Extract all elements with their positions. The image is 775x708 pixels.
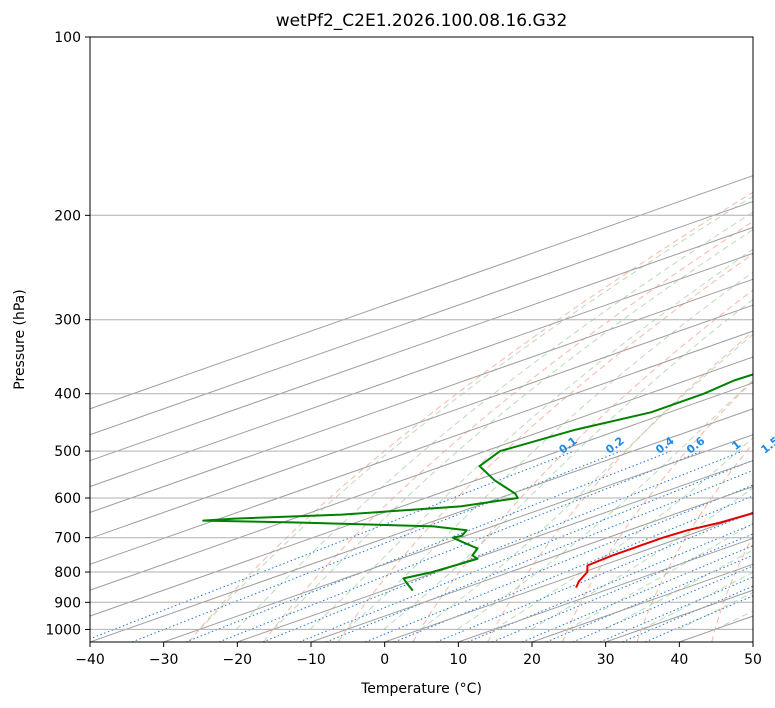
- isotherm-line: [90, 175, 753, 410]
- isotherm-line: [163, 434, 753, 642]
- isotherm-line: [90, 304, 753, 539]
- y-tick-label: 600: [54, 491, 81, 507]
- isotherm-line: [90, 226, 753, 462]
- x-tick-label: 0: [380, 652, 389, 668]
- x-tick-label: 30: [597, 652, 615, 668]
- x-tick-label: −10: [296, 652, 326, 668]
- mixing-ratio-line: [218, 450, 703, 642]
- y-axis-ticks: 100 200 300 400 500 600 700 800 900 1000: [45, 30, 90, 638]
- x-axis-label: Temperature (°C): [360, 681, 482, 697]
- isotherm-line: [310, 486, 753, 642]
- plot-frame: [89, 36, 754, 643]
- x-tick-label: 10: [449, 652, 467, 668]
- y-tick-label: 500: [54, 444, 81, 460]
- x-tick-label: −30: [149, 652, 179, 668]
- isotherm-line: [90, 278, 753, 513]
- isotherm-line: [90, 356, 753, 591]
- mixing-ratio-line: [521, 545, 753, 642]
- x-tick-label: −20: [223, 652, 253, 668]
- moist-adiabat: [199, 195, 753, 630]
- mixing-ratio-line: [90, 450, 575, 640]
- mixing-ratio-line: [185, 450, 672, 642]
- chart-title: wetPf2_C2E1.2026.100.08.16.G32: [276, 11, 568, 31]
- mixing-ratio-label: 1.5: [758, 434, 775, 456]
- isotherm-line: [90, 252, 753, 488]
- dewpoint-profile-line: [202, 373, 753, 592]
- moist-adiabat: [235, 211, 753, 630]
- isotherm-line: [90, 408, 753, 642]
- x-tick-label: 50: [744, 652, 762, 668]
- moist-adiabat: [530, 487, 753, 630]
- dry-adiabat: [636, 442, 753, 642]
- dry-adiabat: [561, 380, 753, 642]
- isotherm-line: [90, 330, 753, 565]
- mixing-ratio-line: [492, 533, 753, 642]
- y-tick-label: 100: [54, 30, 81, 46]
- y-tick-label: 900: [54, 595, 81, 611]
- y-tick-label: 700: [54, 531, 81, 547]
- isotherm-line: [237, 460, 753, 642]
- mixing-ratio-line: [599, 576, 753, 642]
- profile-lines: [202, 373, 753, 592]
- mixing-ratio-line: [299, 459, 753, 642]
- y-tick-label: 400: [54, 387, 81, 403]
- plot-area: [90, 37, 753, 642]
- isotherm-line: [752, 641, 753, 642]
- mixing-ratio-line: [131, 450, 622, 642]
- isotherm-line: [384, 511, 753, 642]
- x-tick-label: 40: [670, 652, 688, 668]
- moist-adiabat: [567, 522, 753, 630]
- y-tick-label: 800: [54, 565, 81, 581]
- y-tick-label: 200: [54, 208, 81, 224]
- isotherm-line: [90, 382, 753, 617]
- dry-adiabat: [188, 191, 753, 642]
- isotherm-line: [458, 537, 753, 642]
- temperature-profile-line: [575, 512, 753, 589]
- grid-lines: [90, 37, 753, 642]
- dry-adiabat: [263, 220, 753, 642]
- x-tick-label: −40: [75, 652, 105, 668]
- y-axis-label: Pressure (hPa): [12, 289, 28, 389]
- mixing-ratio-line: [325, 469, 753, 642]
- x-axis-ticks: −40 −30 −20 −10 0 10 20 30 40 50: [75, 642, 762, 668]
- moist-adiabat: [309, 248, 753, 630]
- isotherm-line: [90, 200, 753, 436]
- y-tick-label: 300: [54, 313, 81, 329]
- mixing-ratio-line: [546, 554, 753, 642]
- moist-adiabat: [456, 379, 753, 630]
- x-tick-label: 20: [523, 652, 541, 668]
- y-tick-label: 1000: [45, 622, 81, 638]
- mixing-ratio-line: [572, 565, 753, 642]
- moist-adiabat: [641, 571, 753, 630]
